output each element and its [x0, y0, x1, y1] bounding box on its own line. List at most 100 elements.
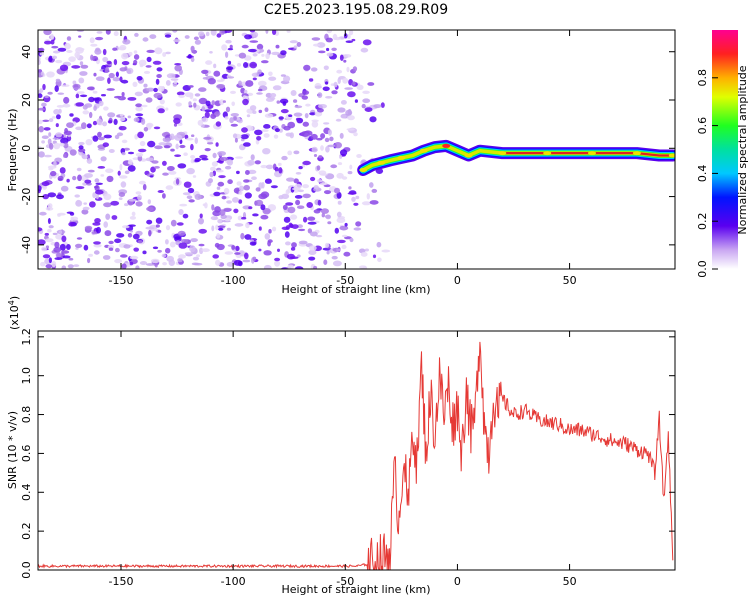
noise-blob [346, 66, 350, 73]
noise-blob [264, 178, 272, 184]
noise-blob [70, 216, 74, 222]
noise-blob [211, 161, 218, 167]
noise-blob [244, 252, 249, 260]
noise-blob [224, 251, 234, 255]
noise-blob [47, 203, 53, 209]
spectrogram-x-tick-label: 0 [454, 274, 461, 287]
noise-blob [289, 40, 298, 44]
noise-blob [307, 221, 317, 225]
noise-blob [108, 149, 115, 153]
noise-blob [203, 136, 212, 140]
noise-blob [215, 121, 222, 127]
noise-blob [201, 106, 206, 112]
noise-blob [38, 146, 42, 150]
noise-blob [102, 121, 107, 127]
colorbar-tick-label: 0.6 [696, 117, 709, 135]
noise-blob [226, 227, 231, 231]
noise-blob [223, 207, 232, 212]
noise-blob [142, 37, 149, 42]
noise-blob [121, 92, 125, 97]
noise-blob [93, 243, 102, 248]
noise-blob [238, 190, 243, 195]
noise-blob [226, 261, 235, 267]
noise-blob [341, 244, 347, 250]
ridge-peak [377, 160, 386, 165]
noise-blob [198, 243, 205, 247]
noise-blob [221, 195, 227, 200]
noise-blob [308, 249, 317, 255]
noise-blob [80, 94, 88, 98]
noise-blob [95, 193, 99, 200]
noise-blob [139, 140, 146, 147]
noise-blob [48, 225, 54, 229]
noise-blob [82, 206, 90, 211]
noise-blob [112, 47, 118, 51]
noise-blob [188, 85, 194, 88]
noise-blob [217, 218, 224, 224]
noise-blob [47, 218, 51, 224]
noise-blob [283, 75, 291, 83]
noise-blob [169, 133, 175, 141]
noise-blob [272, 30, 277, 35]
noise-blob [165, 107, 169, 111]
noise-blob [176, 91, 185, 96]
noise-blob [63, 153, 67, 158]
noise-blob [219, 30, 225, 35]
noise-blob [134, 134, 139, 140]
noise-blob [103, 193, 112, 201]
colorbar-tick-label: 0.8 [696, 69, 709, 87]
noise-blob [210, 216, 218, 221]
noise-blob [148, 229, 152, 237]
noise-blob [278, 167, 283, 174]
noise-blob [48, 118, 54, 123]
noise-blob [268, 76, 277, 81]
noise-blob [42, 254, 51, 259]
noise-blob [302, 90, 310, 95]
noise-blob [118, 192, 126, 197]
noise-blob [285, 241, 291, 246]
noise-blob [354, 99, 358, 103]
noise-blob [227, 60, 232, 65]
noise-blob [88, 253, 93, 257]
noise-blob [262, 208, 271, 215]
noise-blob [303, 64, 311, 71]
noise-blob [78, 35, 82, 38]
noise-blob [219, 99, 225, 105]
noise-blob [243, 62, 249, 68]
noise-blob [224, 30, 233, 33]
noise-blob [261, 60, 269, 64]
snr-x-tick-label: -150 [109, 575, 134, 588]
noise-blob [314, 111, 323, 117]
noise-blob [287, 150, 293, 156]
noise-blob [82, 110, 90, 115]
spectrogram-y-tick-label: 20 [20, 93, 33, 107]
spectrogram-y-tick-label: 40 [20, 45, 33, 59]
noise-blob [229, 117, 234, 124]
noise-blob [60, 185, 69, 192]
noise-blob [345, 109, 353, 116]
noise-blob [182, 192, 191, 196]
noise-blob [359, 265, 367, 269]
noise-blob [210, 166, 216, 171]
ridge-peak [668, 153, 675, 158]
noise-blob [89, 37, 95, 44]
noise-blob [226, 159, 234, 166]
noise-blob [264, 113, 274, 118]
noise-blob [142, 183, 147, 191]
noise-blob [119, 113, 124, 117]
noise-blob [355, 221, 362, 227]
noise-blob [75, 102, 84, 107]
noise-blob [282, 204, 288, 210]
noise-blob [297, 189, 304, 193]
noise-blob [53, 246, 62, 253]
noise-blob [40, 71, 44, 76]
noise-blob [150, 258, 160, 264]
noise-blob [145, 263, 155, 266]
noise-blob [181, 239, 189, 243]
noise-blob [326, 52, 334, 57]
noise-blob [273, 134, 279, 139]
noise-blob [277, 162, 282, 166]
noise-blob [182, 213, 189, 219]
noise-blob [343, 251, 351, 257]
noise-blob [120, 254, 128, 258]
